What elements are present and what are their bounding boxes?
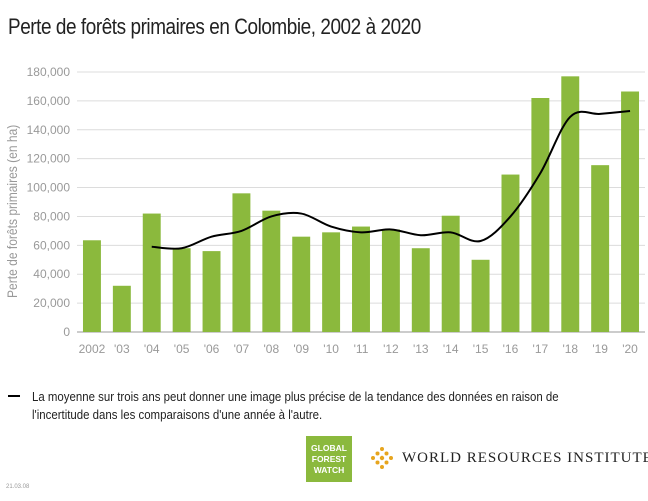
bar-17 (531, 98, 550, 332)
y-tick-label: 0 (63, 325, 70, 339)
x-tick-label: '19 (592, 342, 608, 356)
bar-10 (322, 232, 341, 332)
y-tick-label: 60,000 (33, 238, 70, 252)
wri-logo: WORLD RESOURCES INSTITUTE (370, 446, 648, 470)
bar-06 (202, 251, 221, 332)
x-tick-label: '03 (114, 342, 130, 356)
global-forest-watch-logo: GLOBAL FOREST WATCH (306, 436, 352, 482)
gfw-logo-line-2: FOREST (311, 453, 347, 464)
x-tick-label: '18 (562, 342, 578, 356)
x-tick-label: 2002 (79, 342, 106, 356)
three-year-average-line (151, 110, 631, 250)
bar-03 (112, 285, 131, 332)
y-tick-label: 160,000 (27, 94, 71, 108)
y-tick-label: 140,000 (27, 123, 71, 137)
x-tick-label: '17 (533, 342, 549, 356)
bar-07 (232, 193, 251, 332)
bar-chart: 0 20,000 40,000 60,000 80,000 100,000 120,000 1… (27, 65, 645, 356)
bar-15 (471, 259, 490, 332)
bar-11 (352, 226, 370, 332)
y-tick-label: 20,000 (33, 296, 70, 310)
wri-logo-text: WORLD RESOURCES INSTITUTE (402, 449, 648, 466)
bar-19 (591, 165, 610, 332)
bar-14 (441, 215, 460, 332)
legend-line-swatch (8, 395, 20, 397)
y-tick-label: 100,000 (27, 181, 71, 195)
y-tick-label: 120,000 (27, 152, 71, 166)
x-tick-label: '16 (503, 342, 519, 356)
x-tick-label: '13 (413, 342, 429, 356)
x-tick-label: '14 (443, 342, 459, 356)
x-tick-label: '09 (293, 342, 309, 356)
bar-04 (142, 213, 161, 332)
legend-text: La moyenne sur trois ans peut donner une… (32, 389, 559, 422)
y-tick-label: 180,000 (27, 65, 71, 79)
x-tick-label: '08 (263, 342, 279, 356)
x-tick-label: '11 (354, 342, 369, 356)
wri-emblem-icon (371, 447, 393, 469)
gfw-logo-line-3: WATCH (313, 464, 345, 475)
x-tick-label: '15 (473, 342, 489, 356)
y-axis-label: Perte de forêts primaires (en ha) (4, 124, 20, 298)
footer-date: 21.03.08 (6, 484, 30, 490)
x-tick-label: '20 (622, 342, 638, 356)
x-tick-label: '05 (174, 342, 190, 356)
chart-title: Perte de forêts primaires en Colombie, 2… (8, 14, 421, 39)
y-tick-label: 80,000 (33, 209, 70, 223)
x-tick-label: '04 (144, 342, 160, 356)
x-tick-label: '12 (383, 342, 399, 356)
gfw-logo-line-1: GLOBAL (311, 442, 347, 453)
x-tick-label: '07 (234, 342, 250, 356)
x-tick-label: '06 (204, 342, 220, 356)
bar-08 (262, 210, 281, 332)
bar-05 (172, 248, 191, 332)
bar-16 (501, 174, 520, 332)
bar-09 (292, 236, 311, 332)
bar-13 (411, 248, 430, 332)
x-tick-label: '10 (323, 342, 339, 356)
bar-20 (621, 91, 640, 332)
bar-12 (381, 229, 400, 332)
bar-18 (561, 76, 580, 332)
y-tick-label: 40,000 (33, 267, 70, 281)
bar-2002 (82, 240, 101, 332)
